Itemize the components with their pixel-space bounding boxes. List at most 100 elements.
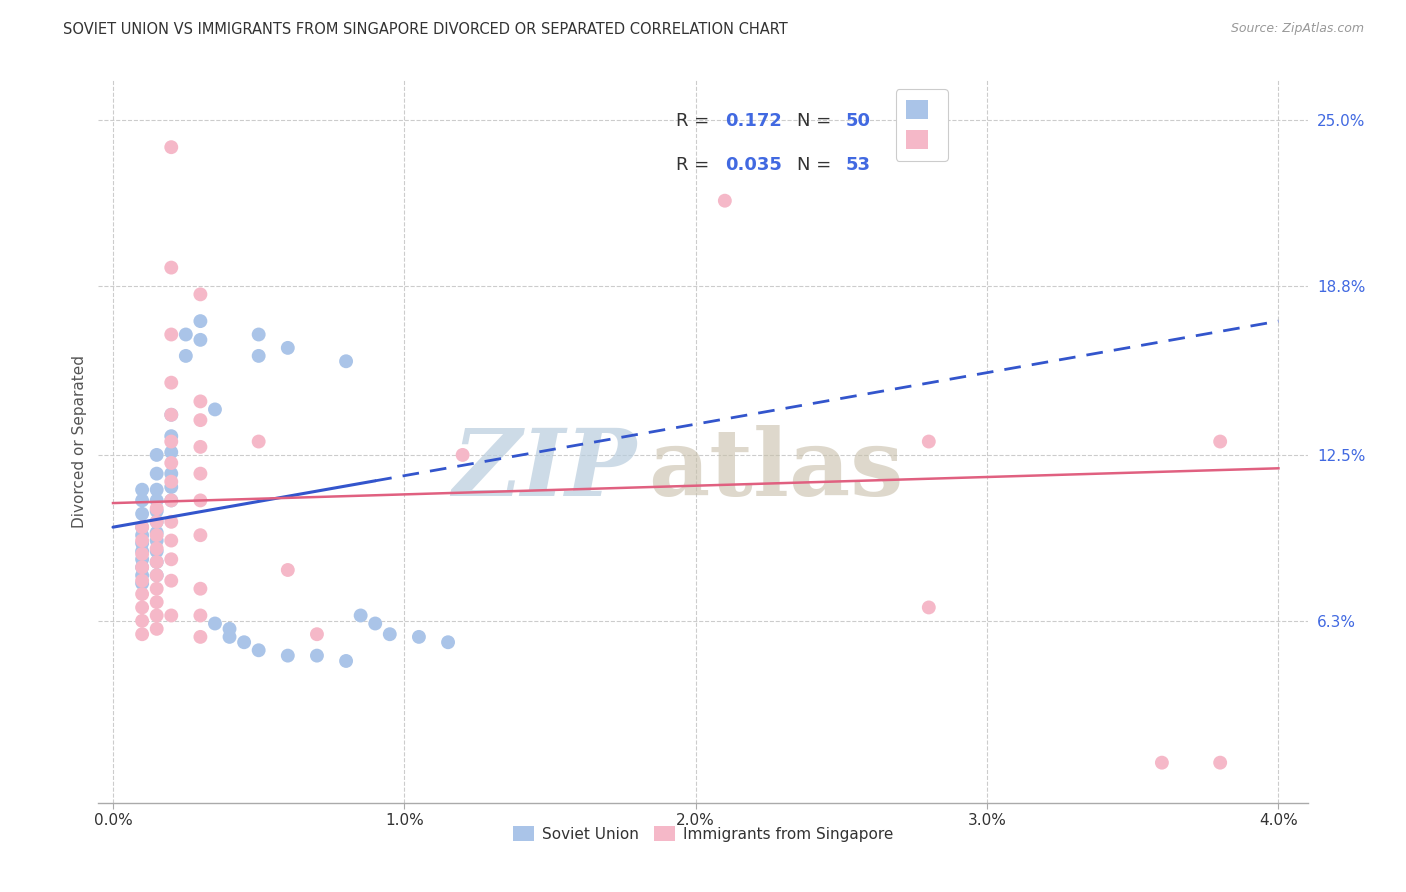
Point — [131, 560, 153, 574]
Point — [131, 536, 153, 550]
Point — [145, 501, 167, 516]
Point — [190, 287, 212, 301]
Point — [160, 608, 183, 623]
Point — [277, 341, 299, 355]
Point — [131, 547, 153, 561]
Point — [174, 349, 197, 363]
Point — [145, 622, 167, 636]
Text: 53: 53 — [845, 156, 870, 174]
Text: 0.172: 0.172 — [724, 112, 782, 130]
Point — [131, 483, 153, 497]
Point — [145, 555, 167, 569]
Point — [145, 555, 167, 569]
Text: atlas: atlas — [648, 425, 904, 516]
Point — [1209, 756, 1232, 770]
Text: SOVIET UNION VS IMMIGRANTS FROM SINGAPORE DIVORCED OR SEPARATED CORRELATION CHAR: SOVIET UNION VS IMMIGRANTS FROM SINGAPOR… — [63, 22, 787, 37]
Point — [247, 327, 270, 342]
Point — [131, 520, 153, 534]
Point — [218, 622, 240, 636]
Point — [145, 515, 167, 529]
Point — [131, 568, 153, 582]
Point — [160, 552, 183, 566]
Y-axis label: Divorced or Separated: Divorced or Separated — [72, 355, 87, 528]
Point — [145, 504, 167, 518]
Point — [160, 408, 183, 422]
Text: 50: 50 — [845, 112, 870, 130]
Point — [378, 627, 401, 641]
Point — [190, 528, 212, 542]
Point — [247, 434, 270, 449]
Point — [160, 515, 183, 529]
Point — [131, 552, 153, 566]
Point — [1209, 434, 1232, 449]
Point — [451, 448, 474, 462]
Point — [335, 654, 357, 668]
Point — [277, 648, 299, 663]
Point — [190, 582, 212, 596]
Point — [145, 568, 167, 582]
Point — [160, 480, 183, 494]
Text: ZIP: ZIP — [453, 425, 637, 516]
Point — [131, 627, 153, 641]
Point — [145, 568, 167, 582]
Point — [131, 507, 153, 521]
Point — [160, 533, 183, 548]
Point — [204, 402, 226, 417]
Point — [131, 587, 153, 601]
Point — [145, 528, 167, 542]
Text: R =: R = — [676, 112, 716, 130]
Point — [364, 616, 387, 631]
Point — [1150, 756, 1173, 770]
Point — [160, 467, 183, 481]
Point — [190, 413, 212, 427]
Point — [918, 600, 941, 615]
Point — [918, 434, 941, 449]
Point — [160, 445, 183, 459]
Point — [145, 467, 167, 481]
Point — [160, 408, 183, 422]
Point — [190, 333, 212, 347]
Point — [305, 627, 328, 641]
Point — [145, 544, 167, 558]
Point — [160, 429, 183, 443]
Point — [160, 434, 183, 449]
Point — [160, 574, 183, 588]
Point — [145, 493, 167, 508]
Point — [131, 574, 153, 588]
Point — [160, 475, 183, 489]
Point — [190, 493, 212, 508]
Point — [145, 525, 167, 540]
Point — [131, 600, 153, 615]
Point — [160, 327, 183, 342]
Point — [145, 582, 167, 596]
Point — [160, 260, 183, 275]
Point — [437, 635, 460, 649]
Point — [131, 528, 153, 542]
Point — [190, 630, 212, 644]
Point — [714, 194, 737, 208]
Text: 0.035: 0.035 — [724, 156, 782, 174]
Point — [335, 354, 357, 368]
Point — [131, 576, 153, 591]
Point — [277, 563, 299, 577]
Point — [145, 533, 167, 548]
Point — [131, 533, 153, 548]
Text: Source: ZipAtlas.com: Source: ZipAtlas.com — [1230, 22, 1364, 36]
Point — [190, 314, 212, 328]
Point — [190, 394, 212, 409]
Point — [160, 493, 183, 508]
Point — [174, 327, 197, 342]
Point — [145, 448, 167, 462]
Point — [204, 616, 226, 631]
Point — [131, 560, 153, 574]
Point — [247, 643, 270, 657]
Text: R =: R = — [676, 156, 716, 174]
Point — [190, 440, 212, 454]
Point — [145, 608, 167, 623]
Legend: Soviet Union, Immigrants from Singapore: Soviet Union, Immigrants from Singapore — [505, 818, 901, 849]
Point — [190, 608, 212, 623]
Point — [305, 648, 328, 663]
Point — [145, 483, 167, 497]
Text: N =: N = — [797, 156, 838, 174]
Point — [160, 140, 183, 154]
